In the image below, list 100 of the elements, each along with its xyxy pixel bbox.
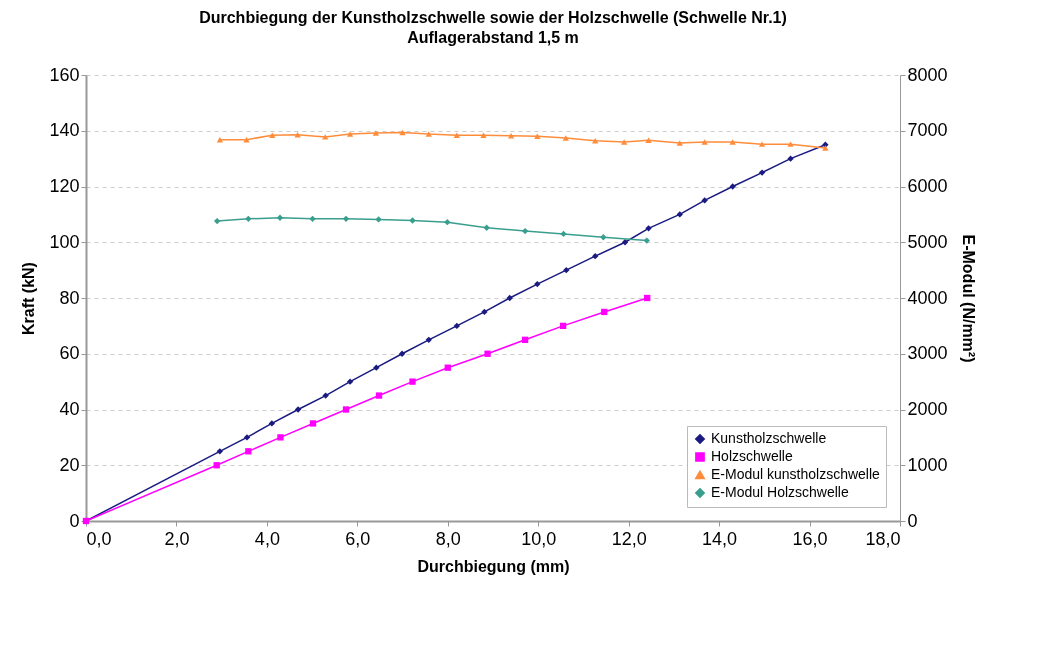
- x-tick-label: 12,0: [611, 528, 647, 549]
- point: [601, 308, 608, 316]
- point: [480, 132, 487, 138]
- y-tick-label: 0: [69, 510, 80, 531]
- point: [562, 135, 569, 141]
- point: [676, 211, 683, 218]
- point: [309, 215, 316, 222]
- y2-tick-label: 2000: [907, 399, 948, 419]
- point: [644, 294, 651, 302]
- point: [600, 234, 607, 241]
- legend-label: Holzschwelle: [711, 448, 793, 464]
- point: [484, 350, 491, 357]
- point: [563, 266, 570, 274]
- point: [676, 140, 683, 146]
- point: [507, 133, 515, 139]
- x-tick-label: 8,0: [435, 528, 461, 549]
- x-tick-label: 6,0: [345, 528, 371, 549]
- point: [277, 434, 284, 441]
- y-tick-label: 160: [49, 64, 80, 85]
- point: [342, 406, 350, 413]
- legend-label: E-Modul Holzschwelle: [711, 484, 849, 500]
- x-axis-title: Durchbiegung (mm): [417, 557, 570, 575]
- point: [409, 378, 416, 385]
- point: [425, 336, 432, 343]
- point: [375, 392, 383, 399]
- point: [758, 141, 766, 147]
- point: [559, 322, 567, 330]
- y-tick-label: 120: [49, 176, 80, 196]
- point: [481, 308, 488, 316]
- legend-label: Kunstholzschwelle: [711, 430, 827, 446]
- point: [213, 462, 220, 469]
- point: [409, 217, 416, 224]
- point: [243, 434, 251, 441]
- point: [444, 219, 451, 226]
- point: [787, 155, 794, 162]
- x-tick-label: 14,0: [702, 528, 738, 549]
- point: [620, 139, 628, 145]
- point: [453, 322, 460, 330]
- point: [521, 336, 529, 343]
- x-tick-label: 2,0: [164, 528, 190, 549]
- y2-axis-title: E-Modul (N/mm²): [959, 234, 977, 363]
- point: [444, 364, 451, 371]
- point: [701, 197, 708, 204]
- point: [276, 214, 284, 221]
- point: [701, 139, 708, 145]
- point: [373, 364, 380, 371]
- point: [322, 392, 329, 399]
- x-tick-label: 16,0: [792, 528, 828, 549]
- x-tick-label: 0,0: [86, 528, 112, 549]
- point: [592, 253, 599, 260]
- point: [216, 448, 224, 455]
- point: [643, 237, 650, 244]
- point: [245, 448, 252, 455]
- x-tick-label: 18,0: [865, 528, 901, 549]
- point: [399, 129, 406, 136]
- y2-tick-label: 5000: [907, 231, 948, 252]
- y2-tick-label: 1000: [907, 454, 948, 475]
- point: [592, 138, 599, 144]
- point: [269, 132, 276, 138]
- y-tick-label: 80: [59, 287, 80, 308]
- point: [758, 169, 766, 176]
- y2-tick-label: 8000: [907, 64, 948, 85]
- chart-subtitle: Auflagerabstand 1,5 m: [407, 29, 579, 46]
- y2-tick-label: 0: [907, 510, 918, 531]
- y2-tick-label: 7000: [907, 120, 948, 141]
- y-axis-title: Kraft (kN): [20, 262, 38, 335]
- point: [787, 141, 794, 147]
- legend-label: E-Modul kunstholzschwelle: [711, 466, 881, 482]
- point: [342, 215, 350, 222]
- point: [483, 224, 490, 231]
- point: [506, 294, 513, 302]
- point: [729, 139, 736, 145]
- point: [822, 145, 829, 151]
- point: [322, 134, 329, 140]
- y2-tick-label: 6000: [907, 176, 948, 196]
- point: [621, 239, 629, 246]
- point: [375, 216, 382, 223]
- y-tick-label: 60: [59, 343, 80, 364]
- point: [346, 378, 354, 385]
- point: [294, 406, 302, 413]
- point: [534, 280, 541, 288]
- x-tick-label: 4,0: [254, 528, 280, 549]
- point: [729, 183, 736, 190]
- point: [346, 131, 354, 137]
- point: [268, 420, 276, 427]
- y-tick-label: 20: [59, 454, 80, 475]
- y-tick-label: 100: [49, 231, 80, 252]
- x-tick-label: 10,0: [521, 528, 557, 549]
- y-tick-label: 40: [59, 399, 80, 419]
- y2-tick-label: 3000: [907, 343, 948, 364]
- point: [521, 227, 529, 235]
- point: [398, 350, 406, 357]
- point: [425, 131, 432, 137]
- point: [534, 133, 541, 140]
- point: [245, 215, 252, 222]
- y2-tick-label: 4000: [907, 287, 948, 308]
- point: [309, 420, 317, 427]
- point: [213, 217, 221, 225]
- y-tick-label: 140: [49, 120, 80, 141]
- point: [645, 225, 652, 232]
